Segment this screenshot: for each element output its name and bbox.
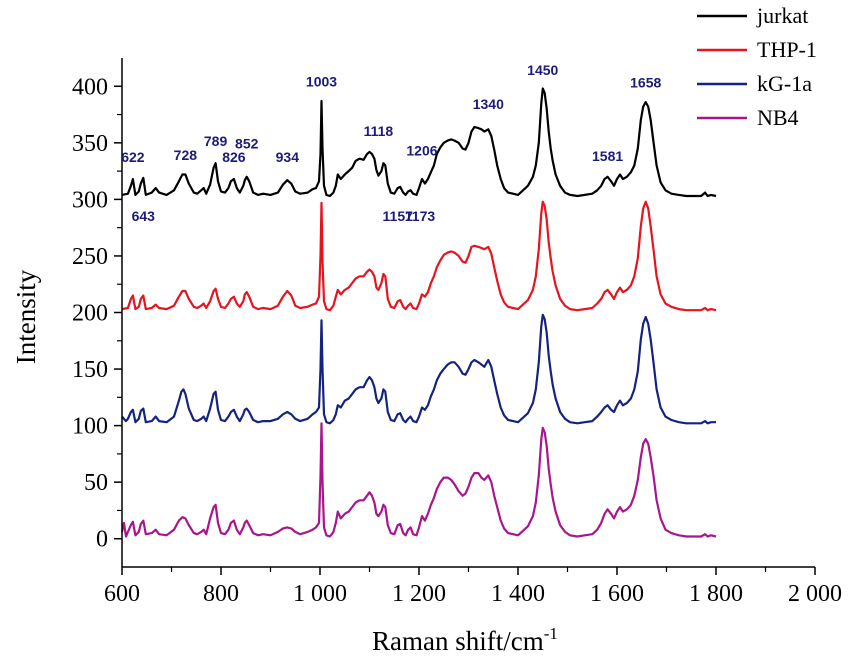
x-tick-label: 2 000: [788, 581, 842, 607]
x-tick-label: 1 400: [491, 581, 545, 607]
y-tick-label: 250: [72, 244, 108, 270]
peak-label: 1003: [306, 73, 337, 89]
x-tick-label: 1 200: [392, 581, 446, 607]
peak-label: 1173: [405, 208, 436, 224]
peak-label: 852: [235, 135, 259, 151]
x-tick-label: 1 800: [689, 581, 743, 607]
peak-label: 789: [204, 133, 228, 149]
legend-label: kG-1a: [757, 71, 812, 96]
y-tick-label: 0: [96, 527, 108, 553]
peak-label: 728: [174, 147, 198, 163]
legend: jurkat THP-1 kG-1a NB4: [697, 3, 817, 130]
series-line-nb4: [120, 422, 717, 538]
peak-label: 1157: [383, 208, 414, 224]
peak-label: 1340: [473, 96, 504, 112]
peak-label: 1118: [364, 123, 394, 139]
y-tick-label: 150: [72, 357, 108, 383]
y-tick-label: 50: [84, 470, 108, 496]
x-tick-label: 1 000: [293, 581, 347, 607]
x-axis-title-text: Raman shift/cm: [372, 626, 544, 656]
x-tick-label: 1 600: [590, 581, 644, 607]
y-tick-label: 350: [72, 131, 108, 157]
peak-label: 643: [132, 208, 156, 224]
peak-label: 1658: [630, 74, 661, 90]
series-line-jurkat: [121, 87, 717, 198]
x-tick-label: 600: [104, 581, 140, 607]
y-tick-label: 100: [72, 414, 108, 440]
y-tick-label: 200: [72, 301, 108, 327]
peak-label: 1581: [592, 148, 623, 164]
ticks: 600 800 1 000 1 200 1 400 1 600 1 800 2 000 0 50 1…: [72, 74, 842, 607]
x-axis-title: Raman shift/cm-1: [372, 624, 558, 656]
peak-label: 622: [121, 149, 145, 165]
y-axis-title: Intensity: [11, 269, 41, 364]
series-line-kg-1a: [121, 313, 716, 425]
plot-lines: [120, 87, 717, 538]
y-tick-label: 400: [72, 74, 108, 100]
legend-label: THP-1: [757, 37, 817, 62]
peak-label: 826: [222, 149, 246, 165]
peak-label: 1206: [406, 142, 437, 158]
legend-label: jurkat: [756, 3, 808, 28]
peak-label: 1450: [527, 62, 558, 78]
peak-label: 934: [276, 149, 300, 165]
series-line-thp-1: [121, 200, 717, 312]
x-axis-title-superscript: -1: [544, 624, 558, 643]
legend-label: NB4: [757, 105, 799, 130]
y-tick-label: 300: [72, 187, 108, 213]
x-tick-label: 800: [203, 581, 239, 607]
